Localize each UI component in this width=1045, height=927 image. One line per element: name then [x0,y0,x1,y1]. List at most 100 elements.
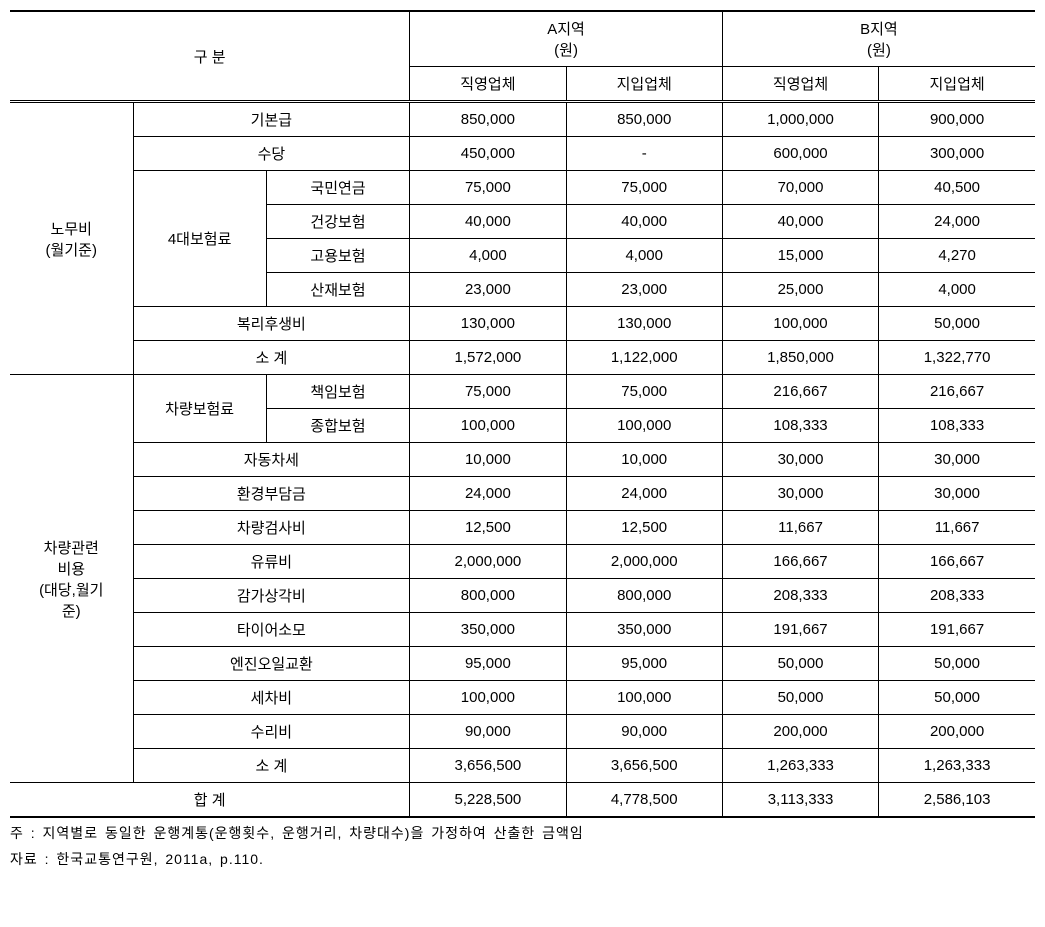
cell: 130,000 [410,307,566,341]
cell: 166,667 [879,545,1035,579]
label-gamga: 감가상각비 [133,579,410,613]
cell: 4,000 [410,239,566,273]
row-tire: 타이어소모 350,000 350,000 191,667 191,667 [10,613,1035,647]
row-secha: 세차비 100,000 100,000 50,000 50,000 [10,681,1035,715]
cell: 12,500 [566,511,722,545]
cell: 800,000 [566,579,722,613]
row-yuryu: 유류비 2,000,000 2,000,000 166,667 166,667 [10,545,1035,579]
cell: 23,000 [410,273,566,307]
label-total: 합 계 [10,783,410,818]
label-tire: 타이어소모 [133,613,410,647]
row-subtotal1: 소 계 1,572,000 1,122,000 1,850,000 1,322,… [10,341,1035,375]
cell: 90,000 [566,715,722,749]
cell: 40,000 [722,205,878,239]
cell: 450,000 [410,137,566,171]
cell: 30,000 [879,477,1035,511]
label-bokri: 복리후생비 [133,307,410,341]
cell: 5,228,500 [410,783,566,818]
cell: 1,263,333 [722,749,878,783]
label-secha: 세차비 [133,681,410,715]
cell: 40,000 [410,205,566,239]
cell: 24,000 [410,477,566,511]
cell: 1,122,000 [566,341,722,375]
cell: 75,000 [566,375,722,409]
cell: 1,263,333 [879,749,1035,783]
cell: 11,667 [879,511,1035,545]
cell: 130,000 [566,307,722,341]
label-subtotal2: 소 계 [133,749,410,783]
cell: 12,500 [410,511,566,545]
cell: 10,000 [410,443,566,477]
header-a-jiip: 지입업체 [566,67,722,102]
cell: 30,000 [722,477,878,511]
label-goyong: 고용보험 [266,239,410,273]
cell: 25,000 [722,273,878,307]
cell: 208,333 [879,579,1035,613]
label-gukmin: 국민연금 [266,171,410,205]
cell: 100,000 [410,681,566,715]
header-region-b: B지역(원) [722,11,1035,67]
cell: 200,000 [879,715,1035,749]
cell: 10,000 [566,443,722,477]
cell: 850,000 [566,102,722,137]
cell: 15,000 [722,239,878,273]
row-hwangyeong: 환경부담금 24,000 24,000 30,000 30,000 [10,477,1035,511]
cell: 70,000 [722,171,878,205]
section2-title: 차량관련비용(대당,월기준) [10,375,133,783]
cell: 23,000 [566,273,722,307]
header-b-jikyeong: 직영업체 [722,67,878,102]
cell: 900,000 [879,102,1035,137]
footnote-1: 주 : 지역별로 동일한 운행계통(운행횟수, 운행거리, 차량대수)을 가정하… [10,822,1035,844]
cell: 50,000 [879,681,1035,715]
cell: 216,667 [879,375,1035,409]
row-engine: 엔진오일교환 95,000 95,000 50,000 50,000 [10,647,1035,681]
label-geongang: 건강보험 [266,205,410,239]
label-yuryu: 유류비 [133,545,410,579]
label-suri: 수리비 [133,715,410,749]
cell: 350,000 [566,613,722,647]
cell: 350,000 [410,613,566,647]
cell: 95,000 [566,647,722,681]
cell: 24,000 [566,477,722,511]
row-gukmin: 4대보험료 국민연금 75,000 75,000 70,000 40,500 [10,171,1035,205]
cell: 108,333 [722,409,878,443]
cell: 40,500 [879,171,1035,205]
cell: 75,000 [410,375,566,409]
cell: 100,000 [410,409,566,443]
cell: 1,572,000 [410,341,566,375]
row-gibon: 노무비(월기준) 기본급 850,000 850,000 1,000,000 9… [10,102,1035,137]
cell: 24,000 [879,205,1035,239]
label-carins: 차량보험료 [133,375,266,443]
cell: 191,667 [722,613,878,647]
cell: 30,000 [722,443,878,477]
cell: 191,667 [879,613,1035,647]
row-suri: 수리비 90,000 90,000 200,000 200,000 [10,715,1035,749]
cell: 4,000 [879,273,1035,307]
section1-title: 노무비(월기준) [10,102,133,375]
cell: 200,000 [722,715,878,749]
cell: 50,000 [879,307,1035,341]
cell: 4,270 [879,239,1035,273]
label-gibon: 기본급 [133,102,410,137]
cell: 800,000 [410,579,566,613]
cell: 100,000 [722,307,878,341]
cell: 100,000 [566,681,722,715]
cell: 600,000 [722,137,878,171]
label-jonghap: 종합보험 [266,409,410,443]
cell: 1,850,000 [722,341,878,375]
label-jadongcha: 자동차세 [133,443,410,477]
cell: 2,000,000 [410,545,566,579]
row-sudang: 수당 450,000 - 600,000 300,000 [10,137,1035,171]
cell: 3,656,500 [566,749,722,783]
row-chaekim: 차량관련비용(대당,월기준) 차량보험료 책임보험 75,000 75,000 … [10,375,1035,409]
label-hwangyeong: 환경부담금 [133,477,410,511]
cell: 216,667 [722,375,878,409]
cell: 30,000 [879,443,1035,477]
cell: 50,000 [722,647,878,681]
cell: 2,000,000 [566,545,722,579]
cost-comparison-table: 구 분 A지역(원) B지역(원) 직영업체 지입업체 직영업체 지입업체 노무… [10,10,1035,818]
cell: 50,000 [879,647,1035,681]
cell: 90,000 [410,715,566,749]
row-gamga: 감가상각비 800,000 800,000 208,333 208,333 [10,579,1035,613]
cell: 100,000 [566,409,722,443]
